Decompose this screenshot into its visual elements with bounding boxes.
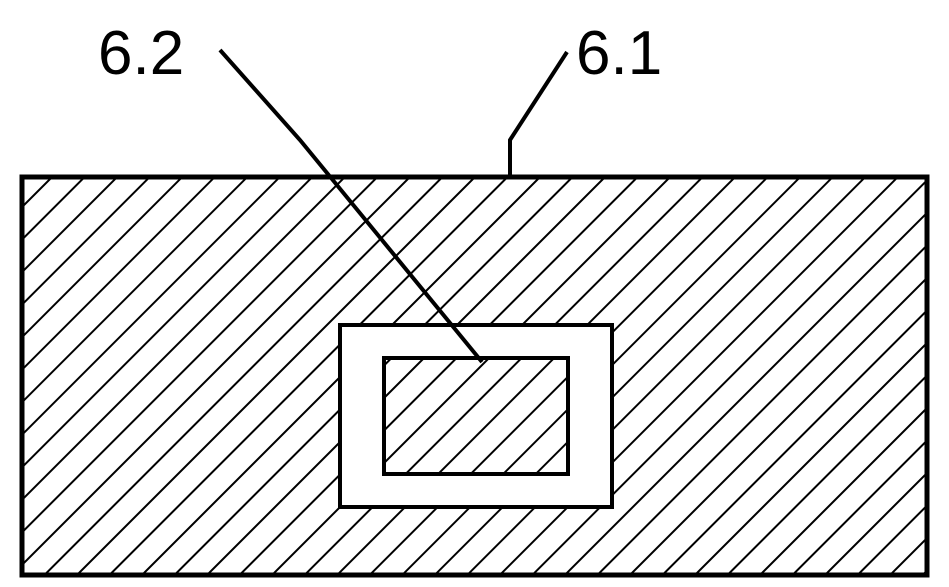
diagram-svg xyxy=(0,0,949,587)
diagram-canvas: 6.2 6.1 xyxy=(0,0,949,587)
